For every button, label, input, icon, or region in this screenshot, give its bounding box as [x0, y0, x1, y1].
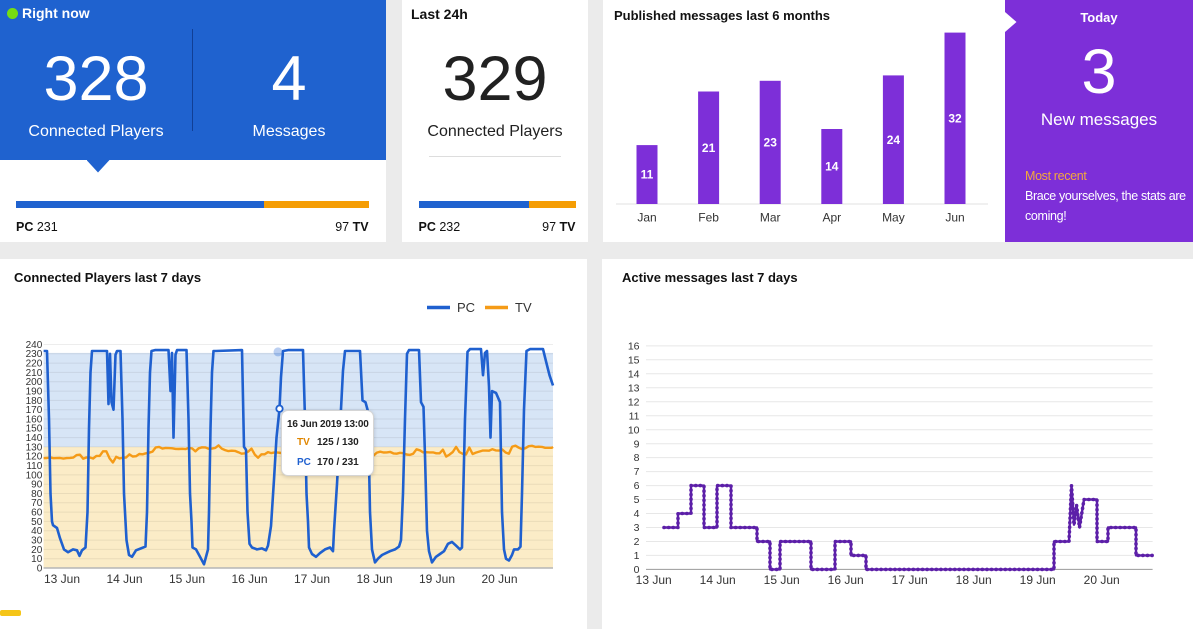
svg-text:5: 5	[634, 494, 640, 506]
svg-text:90: 90	[31, 480, 43, 491]
svg-text:130: 130	[26, 442, 43, 453]
svg-text:220: 220	[26, 359, 43, 370]
svg-text:32: 32	[948, 112, 962, 126]
svg-text:60: 60	[31, 508, 43, 519]
svg-text:17 Jun: 17 Jun	[294, 572, 330, 586]
svg-text:11: 11	[629, 410, 640, 422]
svg-text:2: 2	[634, 536, 640, 548]
svg-text:190: 190	[26, 387, 43, 398]
svg-text:180: 180	[26, 396, 43, 407]
svg-text:16 Jun: 16 Jun	[231, 572, 267, 586]
svg-text:16: 16	[628, 341, 640, 353]
svg-text:80: 80	[31, 489, 43, 500]
svg-text:6: 6	[634, 480, 640, 492]
svg-text:30: 30	[31, 536, 43, 547]
svg-text:4: 4	[634, 508, 640, 520]
svg-text:70: 70	[31, 498, 43, 509]
svg-text:13: 13	[628, 382, 640, 394]
svg-text:13 Jun: 13 Jun	[44, 572, 80, 586]
svg-text:15: 15	[628, 354, 640, 366]
svg-text:3: 3	[634, 522, 640, 534]
svg-text:Apr: Apr	[822, 211, 841, 225]
svg-text:150: 150	[26, 424, 43, 435]
svg-text:12: 12	[628, 396, 640, 408]
svg-text:7: 7	[634, 466, 640, 478]
svg-text:14: 14	[825, 160, 839, 174]
svg-text:20 Jun: 20 Jun	[1084, 573, 1120, 587]
svg-text:140: 140	[26, 433, 43, 444]
svg-text:17 Jun: 17 Jun	[892, 573, 928, 587]
svg-text:20 Jun: 20 Jun	[481, 572, 517, 586]
svg-text:8: 8	[634, 452, 640, 464]
svg-text:Jan: Jan	[637, 211, 656, 225]
svg-text:10: 10	[31, 554, 43, 565]
svg-text:10: 10	[628, 424, 640, 436]
svg-text:9: 9	[634, 438, 640, 450]
svg-text:100: 100	[26, 470, 43, 481]
svg-text:210: 210	[26, 368, 43, 379]
svg-text:May: May	[882, 211, 905, 225]
svg-text:0: 0	[634, 564, 640, 576]
svg-text:50: 50	[31, 517, 43, 528]
svg-text:Jun: Jun	[945, 211, 964, 225]
svg-text:23: 23	[764, 136, 778, 150]
svg-text:19 Jun: 19 Jun	[419, 572, 455, 586]
svg-text:240: 240	[26, 340, 43, 351]
svg-text:15 Jun: 15 Jun	[169, 572, 205, 586]
svg-text:19 Jun: 19 Jun	[1020, 573, 1056, 587]
svg-text:21: 21	[702, 141, 716, 155]
svg-text:13 Jun: 13 Jun	[636, 573, 672, 587]
svg-text:Feb: Feb	[698, 211, 719, 225]
svg-text:0: 0	[37, 563, 43, 574]
svg-text:1: 1	[634, 550, 640, 562]
svg-text:120: 120	[26, 452, 43, 463]
svg-text:11: 11	[641, 168, 654, 182]
svg-text:24: 24	[887, 133, 901, 147]
svg-text:14 Jun: 14 Jun	[106, 572, 142, 586]
svg-text:TV: TV	[515, 300, 532, 315]
svg-text:PC: PC	[457, 300, 475, 315]
svg-text:40: 40	[31, 526, 43, 537]
svg-text:200: 200	[26, 377, 43, 388]
svg-text:230: 230	[26, 349, 43, 360]
svg-text:16 Jun: 16 Jun	[828, 573, 864, 587]
svg-text:160: 160	[26, 414, 43, 425]
svg-text:170: 170	[26, 405, 43, 416]
svg-text:14: 14	[628, 368, 640, 380]
svg-text:20: 20	[31, 545, 43, 556]
svg-text:18 Jun: 18 Jun	[356, 572, 392, 586]
svg-text:110: 110	[26, 461, 42, 472]
svg-text:18 Jun: 18 Jun	[956, 573, 992, 587]
svg-text:15 Jun: 15 Jun	[764, 573, 800, 587]
svg-text:14 Jun: 14 Jun	[700, 573, 736, 587]
svg-text:Mar: Mar	[760, 211, 781, 225]
